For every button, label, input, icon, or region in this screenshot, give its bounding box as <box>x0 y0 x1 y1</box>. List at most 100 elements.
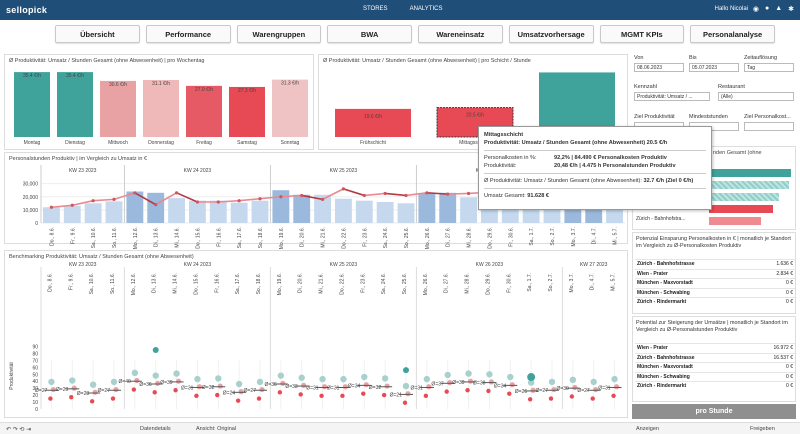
bench-dot-pink-18 <box>426 384 432 390</box>
freigeben-button[interactable]: Freigeben <box>750 426 775 432</box>
tab-mgmt-kpis[interactable]: MGMT KPIs <box>599 25 685 43</box>
tab-bwa[interactable]: BWA <box>327 25 412 43</box>
undo-icon[interactable]: ↶ ↷ ⟲ ⇥ <box>6 427 32 433</box>
settings-icon[interactable]: ✱ <box>788 6 794 13</box>
bench-dot-pink-20 <box>467 378 474 384</box>
bench-dot-red-21 <box>486 388 491 394</box>
hours-date-20: Mi., 28.6. <box>467 227 473 248</box>
hours-date-19: Di., 27.6. <box>446 227 452 247</box>
stores-bar-1[interactable] <box>709 169 791 177</box>
hours-date-22: Fr., 30.6. <box>508 227 514 247</box>
hours-bar-5 <box>147 192 165 223</box>
hours-bar-0 <box>43 207 60 223</box>
tab-wareneinsatz[interactable]: Wareneinsatz <box>418 25 503 43</box>
stores-bar-5[interactable] <box>709 217 761 225</box>
bench-avg-14: Ø=31 <box>327 385 340 391</box>
ersparnis-row-2[interactable]: München - Maxvorstadt 0 € <box>635 278 795 288</box>
stores-bar-3[interactable] <box>709 193 779 201</box>
ersparnis-name-3: München - Schwabing <box>637 289 690 296</box>
umsatz-value-4: 0 € <box>786 383 793 389</box>
ersparnis-row-0[interactable]: Zürich - Bahnhofstrasse 1.636 € <box>635 259 795 269</box>
bench-dot-pink-27 <box>613 384 620 390</box>
hours-line-seg-8 <box>218 199 240 203</box>
tab-uebersicht[interactable]: Übersicht <box>55 25 140 43</box>
nav-analytics[interactable]: ANALYTICS <box>409 6 443 12</box>
hours-bar-20 <box>460 197 477 223</box>
umsatz-row-0[interactable]: Wien - Prater 16.972 € <box>635 343 795 353</box>
bench-date-2: Sa., 10.6. <box>89 273 95 294</box>
bench-date-5: Di., 13.6. <box>152 273 158 293</box>
hours-line-seg-6 <box>176 192 198 203</box>
restaurant-select[interactable]: (Alle) <box>718 92 794 101</box>
umsatz-row-4[interactable]: Zürich - Rindermarkt 0 € <box>635 381 795 391</box>
bench-dot-red-6 <box>173 388 178 393</box>
bench-avg-0: Ø=27 <box>35 388 48 394</box>
umsatz-row-2[interactable]: München - Maxvorstadt 0 € <box>635 362 795 372</box>
app-logo[interactable]: sellopick <box>6 5 48 15</box>
bench-dot-red-13 <box>319 393 324 398</box>
bench-dot-pink-6 <box>175 378 182 384</box>
eye-icon[interactable]: ◉ <box>752 6 759 13</box>
stores-bar-2[interactable] <box>709 181 789 189</box>
zielp-input[interactable] <box>744 122 794 131</box>
user-icon[interactable]: ● <box>764 5 770 12</box>
hours-line-seg-2 <box>93 198 115 202</box>
hours-bar-19 <box>439 192 457 223</box>
hours-point-7 <box>195 200 200 204</box>
umsatz-row-1[interactable]: Zürich - Bahnhofstrasse 16.537 € <box>635 352 795 363</box>
bench-dot-teal-17 <box>402 382 410 390</box>
bench-dot-teal-23 <box>527 379 535 386</box>
kennzahl-select[interactable]: Produktivität: Umsatz / ... <box>634 92 710 101</box>
bench-ytick-1: 80 <box>32 351 38 357</box>
bench-dot-teal-2 <box>89 381 97 388</box>
tab-performance[interactable]: Performance <box>145 25 231 43</box>
hours-line-seg-14 <box>343 188 365 197</box>
user-greeting[interactable]: Hallo Nicolai <box>714 6 748 12</box>
tooltip-row-2: Produktivität: 20,48 €/h | 4.475 h Person… <box>484 163 676 169</box>
bench-date-3: So., 11.6. <box>110 273 116 294</box>
tab-personalanalyse[interactable]: Personalanalyse <box>690 25 775 43</box>
ersparnis-row-4[interactable]: Zürich - Rindermarkt 0 € <box>635 297 795 307</box>
bottom-bar: ↶ ↷ ⟲ ⇥ Datendetails Ansicht: Original A… <box>0 422 800 434</box>
ansicht-button[interactable]: Ansicht: Original <box>196 426 237 432</box>
umsatz-name-4: Zürich - Rindermarkt <box>637 383 687 389</box>
umsatz-row-3[interactable]: München - Schwabing 0 € <box>635 371 795 382</box>
nav-stores[interactable]: STORES <box>363 6 388 12</box>
bench-dot-teal-21 <box>486 371 493 378</box>
bench-ytick-5: 40 <box>32 379 38 385</box>
hours-date-15: Fr., 23.6. <box>362 227 368 247</box>
bench-avg-27: Ø=31 <box>598 385 611 391</box>
bell-icon[interactable]: ▲ <box>775 5 783 12</box>
shift-cat-0: Frühschicht <box>360 140 386 146</box>
hours-bar-13 <box>314 194 331 223</box>
pro-stunde-button[interactable]: pro Stunde <box>632 404 796 419</box>
bench-dot-teal-25 <box>569 376 577 384</box>
bench-avg-18: Ø=31 <box>410 385 423 391</box>
bench-ytick-9: 0 <box>35 407 38 413</box>
ersparnis-row-1[interactable]: Wien - Prater 2.834 € <box>635 268 795 279</box>
bench-dot-teal-0 <box>48 378 55 386</box>
hours-line-seg-17 <box>405 192 427 197</box>
shift-value-0: 19.6 €/h <box>364 114 382 120</box>
stores-bar-4[interactable] <box>709 205 773 213</box>
tab-warengruppen[interactable]: Warengruppen <box>236 25 322 43</box>
von-input[interactable]: 08.06.2023 <box>634 63 684 72</box>
tooltip-row-3: Ø Produktivität: Umsatz / Stunden Gesamt… <box>484 178 694 184</box>
zeit-select[interactable]: Tag <box>744 63 794 72</box>
hours-bar-16 <box>376 202 394 223</box>
hours-date-16: Sa., 24.6. <box>383 227 389 248</box>
hours-line-seg-4 <box>134 192 157 206</box>
hours-date-26: Di., 4.7. <box>592 227 598 244</box>
bench-dot-teal-15 <box>361 373 368 381</box>
hours-bar-18 <box>418 193 436 223</box>
bench-avg-17: Ø=21 <box>390 392 403 398</box>
umsatz-value-0: 16.972 € <box>773 345 793 351</box>
bis-input[interactable]: 05.07.2023 <box>689 63 739 72</box>
datendetails-button[interactable]: Datendetails <box>140 426 171 432</box>
ersparnis-row-3[interactable]: München - Schwabing 0 € <box>635 287 795 298</box>
hours-point-1 <box>70 203 74 207</box>
tab-umsatzvorhersage[interactable]: Umsatzvorhersage <box>508 25 594 43</box>
bench-ytick-2: 70 <box>32 358 38 364</box>
anzeigen-button[interactable]: Anzeigen <box>636 426 659 432</box>
